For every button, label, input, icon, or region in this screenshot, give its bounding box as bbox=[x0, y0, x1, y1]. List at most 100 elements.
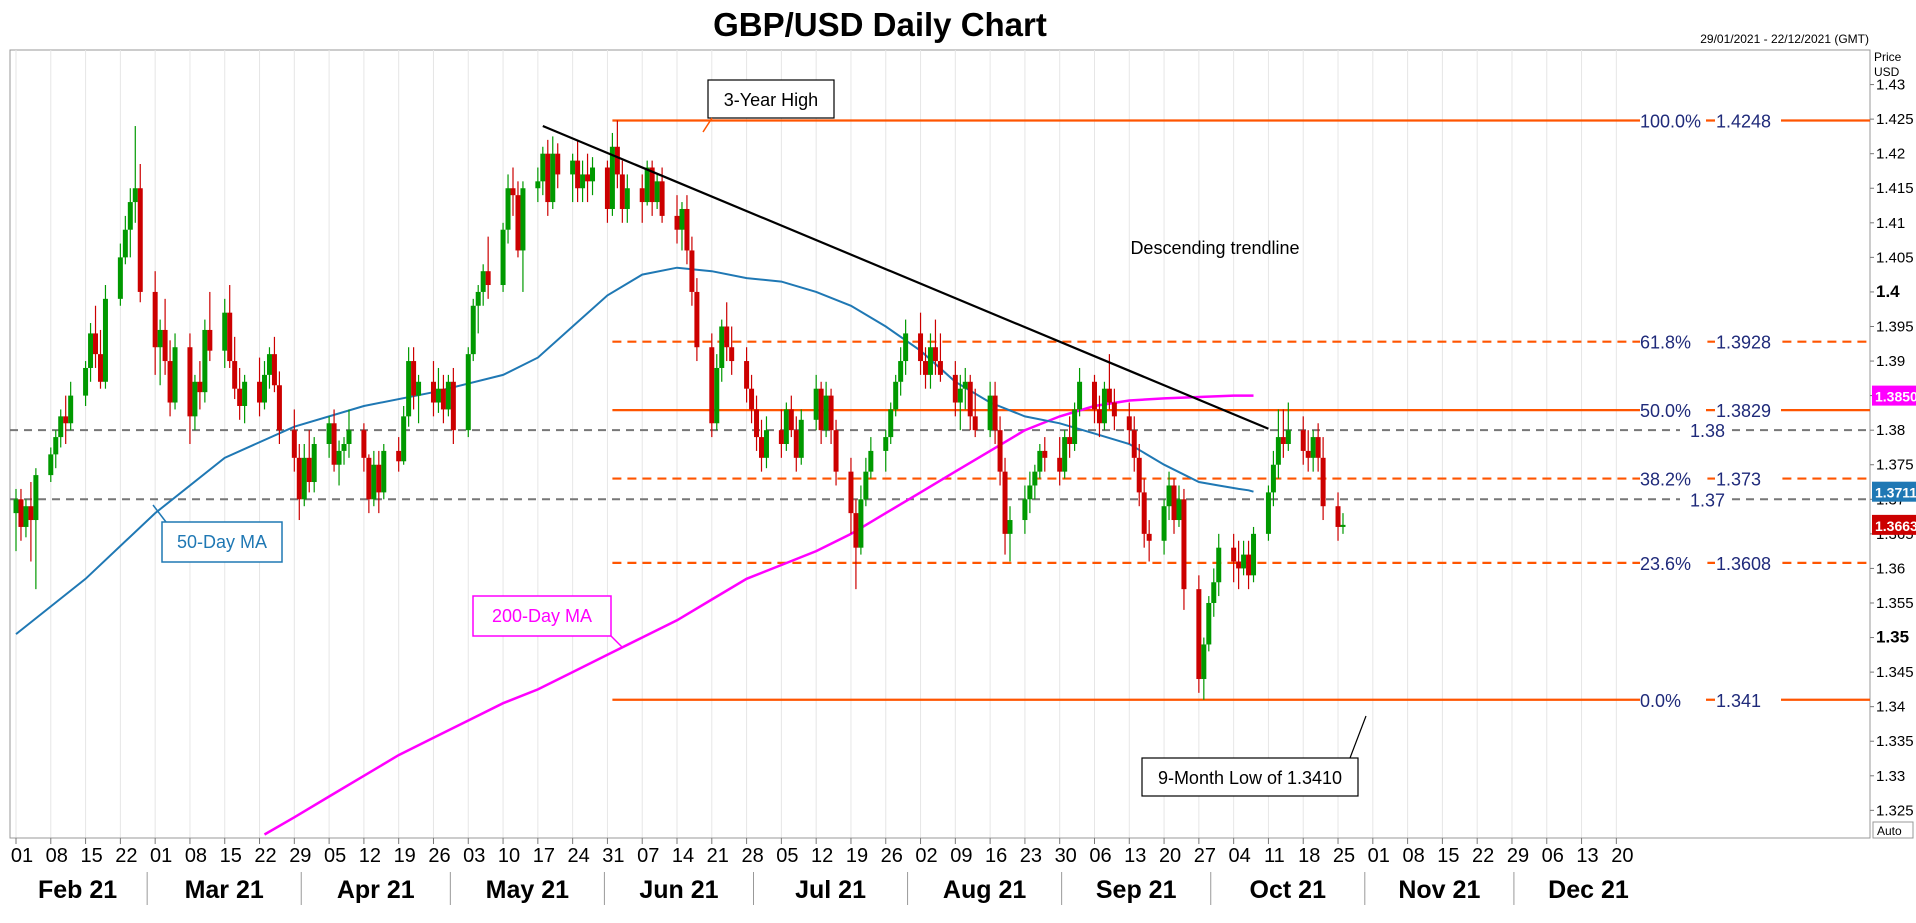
nine-month-low-box bbox=[1141, 757, 1359, 797]
candle-up bbox=[962, 381, 968, 389]
candle-up bbox=[88, 333, 94, 368]
candle-down bbox=[848, 471, 854, 514]
week-tick-label: 19 bbox=[394, 845, 416, 867]
candle-down bbox=[152, 291, 158, 348]
candle-up bbox=[326, 423, 332, 444]
week-tick-label: 23 bbox=[1020, 845, 1042, 867]
auto-scale-button[interactable] bbox=[1872, 821, 1914, 839]
candle-up bbox=[520, 188, 526, 251]
candle-up bbox=[624, 188, 630, 209]
week-tick-label: 15 bbox=[80, 845, 102, 867]
candle-down bbox=[1315, 437, 1321, 458]
week-tick-label: 06 bbox=[1542, 845, 1564, 867]
fib-level-value: 1.373 bbox=[1716, 470, 1761, 490]
price-tick-label: 1.355 bbox=[1876, 595, 1914, 612]
week-tick-label: 30 bbox=[1055, 845, 1077, 867]
candle-up bbox=[1022, 499, 1028, 521]
candle-down bbox=[510, 188, 516, 196]
candle-down bbox=[271, 354, 277, 386]
month-label: Feb 21 bbox=[38, 876, 117, 904]
candle-down bbox=[744, 361, 750, 389]
candle-down bbox=[1106, 388, 1112, 403]
price-tick-label: 1.43 bbox=[1876, 77, 1905, 94]
candle-down bbox=[545, 153, 551, 203]
candle-up bbox=[127, 202, 133, 230]
candle-up bbox=[1101, 388, 1107, 424]
month-label: Sep 21 bbox=[1096, 876, 1177, 904]
candle-up bbox=[1037, 450, 1043, 472]
candle-down bbox=[1231, 547, 1237, 562]
candle-down bbox=[793, 430, 799, 458]
candle-down bbox=[937, 361, 943, 375]
week-tick-label: 01 bbox=[150, 845, 172, 867]
descending-trendline bbox=[542, 125, 1269, 430]
ma50-label-box bbox=[161, 521, 283, 563]
candle-up bbox=[470, 305, 476, 355]
candle-up bbox=[590, 167, 596, 182]
month-label: Oct 21 bbox=[1250, 876, 1327, 904]
fib-level-value: 1.341 bbox=[1716, 691, 1761, 711]
candle-down bbox=[1146, 533, 1152, 541]
week-tick-label: 29 bbox=[289, 845, 311, 867]
candle-down bbox=[833, 430, 839, 472]
candle-up bbox=[858, 499, 864, 548]
candle-up bbox=[883, 437, 889, 451]
auto-scale-label: Auto bbox=[1877, 824, 1902, 838]
date-range: 29/01/2021 - 22/12/2021 (GMT) bbox=[1700, 32, 1869, 46]
candle-up bbox=[157, 329, 163, 348]
candle-down bbox=[430, 381, 436, 403]
candle-down bbox=[659, 181, 665, 216]
candle-up bbox=[570, 160, 576, 175]
ma50-line bbox=[15, 266, 1254, 635]
candle-down bbox=[575, 160, 581, 189]
candle-up bbox=[644, 167, 650, 203]
candle-down bbox=[684, 208, 690, 251]
month-label: Jun 21 bbox=[639, 876, 718, 904]
candle-down bbox=[1141, 492, 1147, 534]
price-tag bbox=[1872, 481, 1916, 502]
annotations: 3-Year High Descending trendline 50-Day MA… bbox=[152, 79, 1367, 797]
candle-down bbox=[818, 388, 824, 431]
week-tick-label: 11 bbox=[1264, 845, 1285, 867]
week-tick-label: 19 bbox=[846, 845, 868, 867]
candle-up bbox=[1007, 520, 1013, 534]
fib-label-bg bbox=[1640, 466, 1706, 489]
nine-month-low-pointer bbox=[1349, 715, 1367, 759]
candle-down bbox=[257, 381, 263, 403]
candle-down bbox=[585, 174, 591, 182]
week-tick-label: 14 bbox=[672, 845, 694, 867]
price-axis: 1.325 1.33 1.335 1.34 1.345 1.35 1.355 1.36 1.36… bbox=[1870, 77, 1916, 819]
candle-down bbox=[1246, 554, 1252, 576]
candle-down bbox=[515, 195, 521, 251]
price-tick-label: 1.36 bbox=[1876, 560, 1905, 577]
month-label: Aug 21 bbox=[943, 876, 1026, 904]
month-label: May 21 bbox=[486, 876, 569, 904]
candle-up bbox=[1216, 547, 1222, 583]
candle-up bbox=[1340, 524, 1346, 527]
candle-up bbox=[763, 430, 769, 458]
candle-up bbox=[813, 388, 819, 420]
candle-up bbox=[242, 381, 248, 406]
week-tick-label: 10 bbox=[498, 845, 520, 867]
candle-down bbox=[450, 381, 456, 431]
candle-down bbox=[232, 361, 238, 389]
candle-up bbox=[435, 388, 441, 403]
candle-up bbox=[1241, 554, 1247, 569]
candle-up bbox=[266, 354, 272, 375]
currency-axis-caption: USD bbox=[1874, 65, 1900, 79]
candle-down bbox=[396, 450, 402, 462]
round-level-label: 1.37 bbox=[1690, 490, 1725, 510]
candle-down bbox=[376, 464, 382, 493]
price-tick-label: 1.425 bbox=[1876, 111, 1914, 128]
candle-up bbox=[445, 381, 451, 410]
candle-up bbox=[416, 381, 422, 396]
trendline-label: Descending trendline bbox=[1130, 238, 1299, 258]
price-tick-label: 1.42 bbox=[1876, 146, 1905, 163]
candle-down bbox=[788, 409, 794, 431]
candle-down bbox=[853, 513, 859, 548]
candle-up bbox=[1206, 602, 1212, 645]
candle-up bbox=[823, 395, 829, 431]
price-tick-label: 1.415 bbox=[1876, 180, 1914, 197]
candle-down bbox=[997, 430, 1003, 472]
